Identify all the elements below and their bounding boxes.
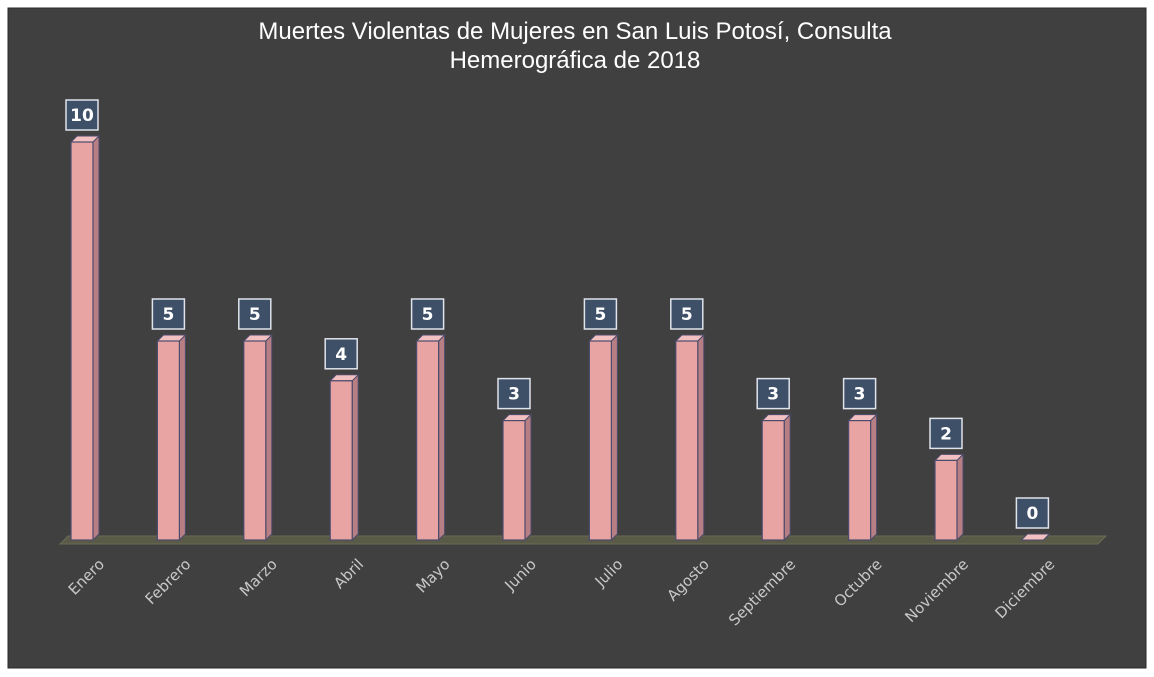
value-label: 3 — [508, 385, 520, 405]
value-label: 5 — [594, 305, 606, 325]
value-label: 10 — [70, 106, 94, 126]
value-label: 4 — [335, 345, 347, 365]
bar — [761, 420, 785, 541]
bar-side — [697, 333, 705, 542]
value-label: 2 — [940, 424, 952, 444]
bar — [416, 340, 440, 541]
bar-top — [1020, 533, 1051, 541]
bar-side — [956, 453, 964, 542]
value-label: 0 — [1026, 504, 1038, 524]
bar — [243, 340, 267, 541]
value-label-box — [842, 377, 877, 410]
bar-side — [870, 413, 878, 542]
value-label-box — [497, 377, 531, 410]
bar-side — [265, 333, 273, 542]
bar — [70, 141, 94, 541]
bar-side — [783, 413, 791, 542]
bar — [329, 380, 353, 541]
bar — [156, 340, 180, 541]
bar-side — [92, 134, 100, 542]
floor — [58, 535, 1108, 545]
value-label: 3 — [854, 385, 866, 405]
chart-title: Muertes Violentas de Mujeres en San Luis… — [258, 18, 892, 74]
bar — [934, 459, 958, 541]
value-label-box — [65, 99, 99, 131]
value-label-box — [583, 298, 618, 330]
value-label-box — [670, 298, 704, 330]
plot-background — [7, 7, 1147, 669]
bar-side — [351, 373, 359, 542]
bar — [847, 420, 872, 541]
value-label: 5 — [162, 305, 174, 325]
value-label-box — [929, 417, 963, 450]
value-label-box — [238, 298, 272, 330]
value-label: 5 — [681, 305, 693, 325]
bar-side — [438, 333, 446, 542]
value-label-box — [151, 298, 186, 330]
value-label: 3 — [767, 385, 779, 405]
value-label-box — [410, 298, 445, 330]
bar — [502, 420, 526, 541]
bar — [675, 340, 699, 541]
value-label: 5 — [249, 305, 261, 325]
value-label-box — [1015, 497, 1050, 529]
bar-side — [524, 413, 532, 542]
value-label: 5 — [422, 305, 434, 325]
bar-side — [178, 333, 186, 542]
value-label-box — [756, 377, 790, 410]
bar-side — [610, 333, 618, 542]
value-label-box — [324, 338, 358, 370]
bar — [588, 340, 613, 541]
